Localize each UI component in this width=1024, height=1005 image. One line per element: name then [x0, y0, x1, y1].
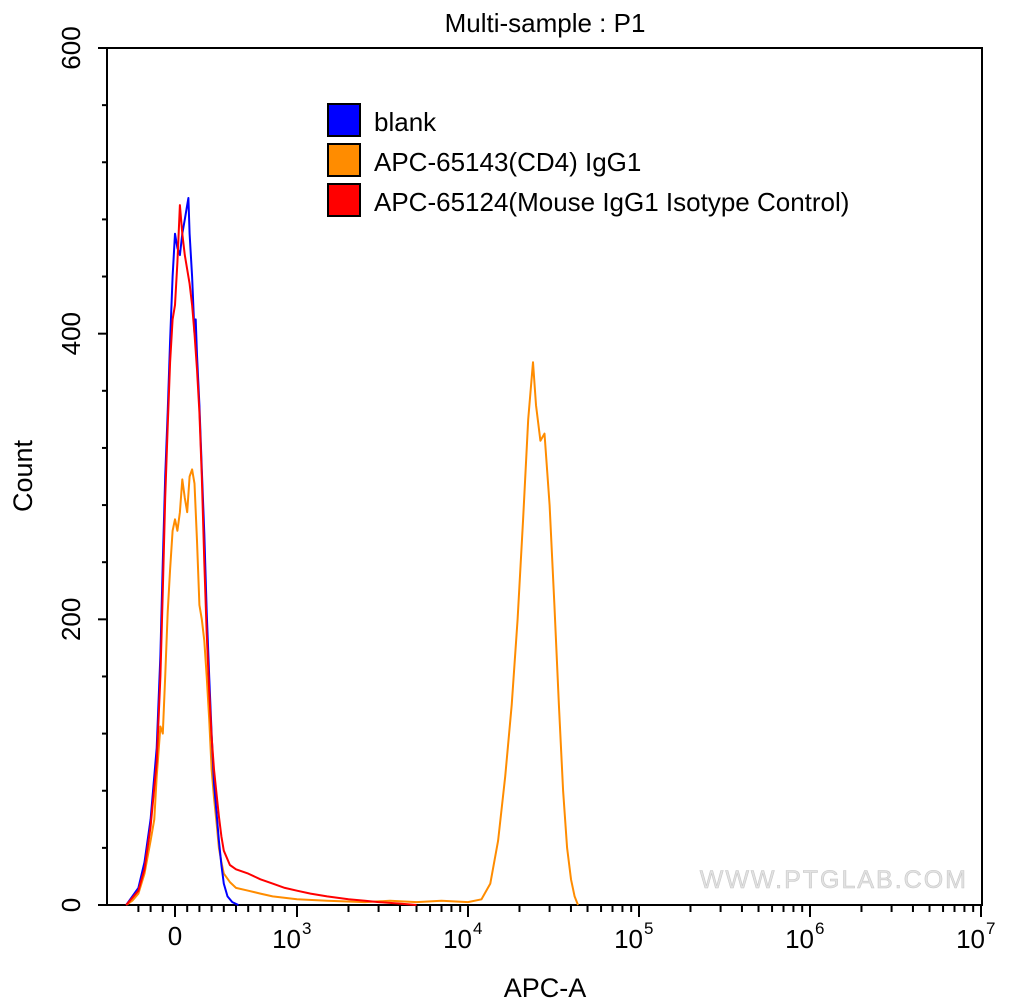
x-tick-label-base: 10	[614, 924, 643, 954]
legend-swatch	[327, 103, 361, 137]
x-tick-label-exponent: 3	[302, 919, 311, 938]
x-tick-label-exponent: 7	[986, 919, 995, 938]
legend-swatch	[327, 183, 361, 217]
x-tick-label-base: 10	[956, 924, 985, 954]
x-tick-label-base: 10	[272, 924, 301, 954]
series-line-1	[125, 361, 579, 906]
x-tick-label-base: 10	[443, 924, 472, 954]
series-layer	[125, 197, 579, 906]
legend-label: APC-65124(Mouse IgG1 Isotype Control)	[374, 187, 849, 217]
plot-frame	[106, 47, 983, 906]
series-line-2	[125, 204, 417, 906]
y-tick-label: 200	[56, 598, 86, 641]
y-axis-label: Count	[8, 439, 38, 512]
x-axis-ticks: 0 10 3 10 4 10 5 10 6 10 7	[137, 905, 995, 954]
x-tick-label-exponent: 4	[473, 919, 482, 938]
x-axis-label: APC-A	[504, 973, 587, 1003]
legend-label: APC-65143(CD4) IgG1	[374, 147, 641, 177]
x-tick-label: 10 6	[785, 919, 824, 954]
x-tick-label-exponent: 5	[644, 919, 653, 938]
x-tick-label: 10 4	[443, 919, 482, 954]
y-tick-label: 0	[56, 898, 86, 912]
x-tick-label: 0	[168, 921, 182, 951]
y-tick-label: 400	[56, 312, 86, 355]
y-tick-label: 600	[56, 26, 86, 69]
y-axis-ticks: 0 200 400 600	[56, 26, 107, 912]
legend-label: blank	[374, 107, 437, 137]
legend: blank APC-65143(CD4) IgG1 APC-65124(Mouse …	[327, 103, 849, 217]
series-line-0	[125, 197, 239, 906]
x-tick-label-exponent: 6	[815, 919, 824, 938]
x-tick-label: 10 5	[614, 919, 653, 954]
x-tick-label: 10 7	[956, 919, 995, 954]
x-tick-label-base: 10	[785, 924, 814, 954]
legend-swatch	[327, 143, 361, 177]
x-tick-label: 10 3	[272, 919, 311, 954]
chart-title: Multi-sample : P1	[445, 8, 646, 38]
watermark-text: WWW.PTGLAB.COM	[700, 866, 968, 894]
